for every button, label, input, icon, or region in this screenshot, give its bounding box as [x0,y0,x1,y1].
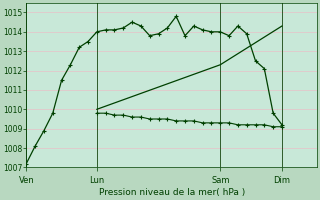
X-axis label: Pression niveau de la mer( hPa ): Pression niveau de la mer( hPa ) [99,188,245,197]
